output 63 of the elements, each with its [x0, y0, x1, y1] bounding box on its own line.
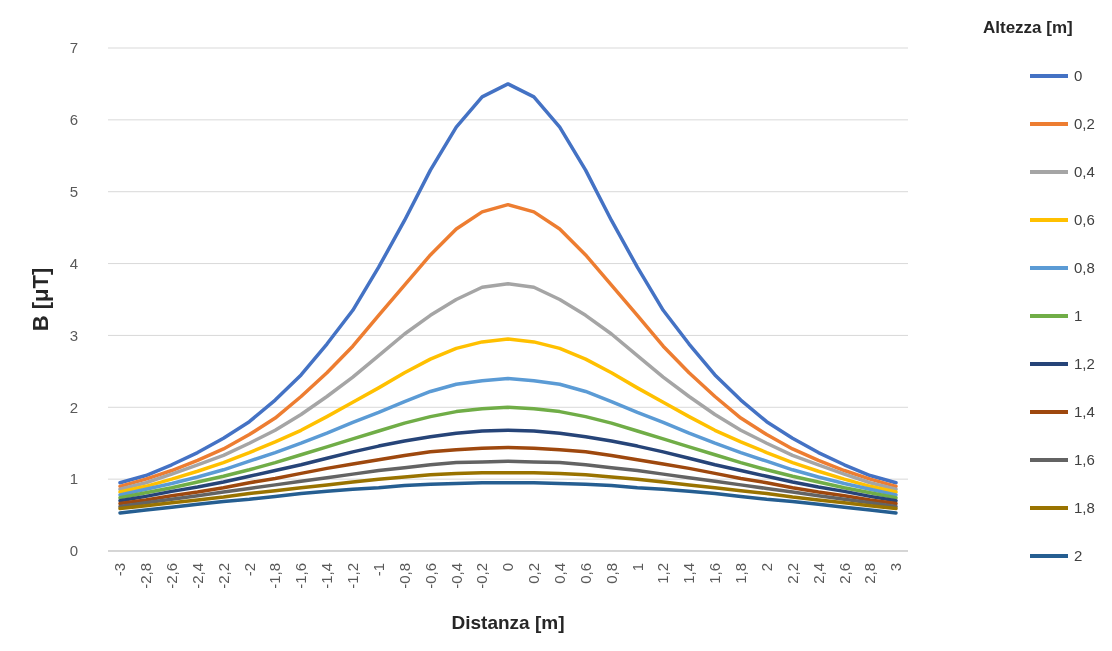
x-tick-label: -1,4 [318, 563, 336, 589]
line-series [118, 470, 898, 511]
x-tick-label: -2,6 [162, 563, 180, 589]
line-series [118, 459, 898, 509]
x-tick-label: -0,8 [395, 563, 413, 589]
x-tick-label: 0,2 [525, 563, 543, 584]
line-series [118, 405, 898, 500]
x-tick-label: 0 [499, 563, 517, 572]
x-tick-label: 2,4 [809, 563, 827, 584]
legend-label: 1 [1074, 307, 1083, 325]
line-series [118, 82, 898, 485]
x-tick-label: -3 [111, 563, 129, 577]
legend-label: 0,8 [1074, 259, 1095, 277]
x-tick-label: 0,4 [550, 563, 568, 584]
x-tick-label: -2 [240, 563, 258, 577]
x-tick-label: 1,8 [732, 563, 750, 584]
y-tick-label: 7 [69, 39, 78, 57]
x-tick-label: 0,8 [602, 563, 620, 584]
x-tick-label: -2,2 [214, 563, 232, 589]
y-tick-label: 5 [69, 182, 78, 200]
y-tick-label: 4 [69, 254, 78, 272]
line-series [118, 445, 898, 506]
x-tick-label: -0,4 [447, 563, 465, 589]
x-axis-title: Distanza [m] [451, 612, 565, 633]
line-series [118, 480, 898, 515]
x-tick-label: 2,2 [783, 563, 801, 584]
y-tick-label: 6 [69, 111, 78, 129]
line-series [118, 202, 898, 489]
x-tick-label: 0,6 [576, 563, 594, 584]
y-tick-label: 2 [69, 398, 78, 416]
x-tick-label: 1,4 [680, 563, 698, 584]
x-tick-label: -1 [369, 563, 387, 577]
legend-label: 1,4 [1074, 403, 1095, 421]
x-tick-label: 1,2 [654, 563, 672, 584]
legend-title: Altezza [m] [983, 18, 1073, 37]
x-tick-label: -0,2 [473, 563, 491, 589]
x-tick-label: 1 [628, 563, 646, 572]
legend-label: 1,8 [1074, 499, 1095, 517]
line-series [118, 376, 898, 497]
legend-label: 1,6 [1074, 451, 1095, 469]
legend-label: 0 [1074, 67, 1083, 85]
x-tick-label: 2,8 [861, 563, 879, 584]
x-tick-label: 2,6 [835, 563, 853, 584]
legend-label: 1,2 [1074, 355, 1095, 373]
y-tick-label: 0 [69, 542, 78, 560]
legend-label: 0,2 [1074, 115, 1095, 133]
x-tick-label: -1,2 [344, 563, 362, 589]
x-tick-label: -0,6 [421, 563, 439, 589]
x-tick-label: -1,6 [292, 563, 310, 589]
y-tick-label: 1 [69, 470, 78, 488]
legend-label: 0,4 [1074, 163, 1095, 181]
x-tick-label: -2,4 [188, 563, 206, 589]
x-tick-label: 2 [757, 563, 775, 572]
line-series [118, 428, 898, 503]
line-series [118, 337, 898, 494]
x-tick-label: 3 [887, 563, 905, 572]
line-series [118, 281, 898, 491]
x-tick-label: -1,8 [266, 563, 284, 589]
x-tick-label: -2,8 [137, 563, 155, 589]
y-axis-title: B [μT] [28, 267, 53, 332]
y-tick-label: 3 [69, 326, 78, 344]
legend-label: 0,6 [1074, 211, 1095, 229]
x-tick-label: 1,6 [706, 563, 724, 584]
